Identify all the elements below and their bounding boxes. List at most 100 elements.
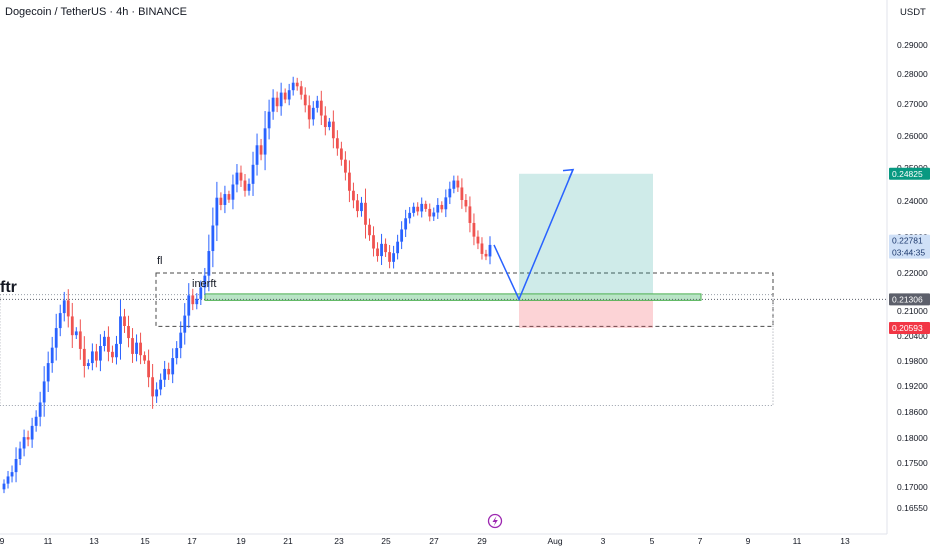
event-marker[interactable] — [487, 513, 503, 529]
candle[interactable] — [231, 184, 235, 200]
candle[interactable] — [147, 360, 150, 378]
candle[interactable] — [82, 348, 86, 366]
candle[interactable] — [436, 204, 440, 213]
candle[interactable] — [111, 351, 114, 358]
candle[interactable] — [131, 338, 134, 354]
candle[interactable] — [34, 416, 38, 426]
candle[interactable] — [315, 100, 319, 108]
candle[interactable] — [199, 287, 203, 299]
candle[interactable] — [255, 145, 259, 165]
candle[interactable] — [62, 300, 66, 314]
candle[interactable] — [155, 389, 159, 397]
candle[interactable] — [376, 248, 379, 257]
candle[interactable] — [279, 92, 283, 107]
candle[interactable] — [139, 342, 142, 356]
candle[interactable] — [243, 180, 247, 191]
candle[interactable] — [78, 331, 82, 349]
candle[interactable] — [207, 251, 211, 276]
candle[interactable] — [428, 208, 432, 217]
stop-zone[interactable] — [519, 299, 653, 328]
candle[interactable] — [472, 222, 476, 237]
imbalance-strip[interactable] — [204, 293, 702, 301]
candle[interactable] — [123, 316, 126, 326]
candle[interactable] — [323, 115, 327, 128]
candle[interactable] — [283, 92, 287, 100]
candle[interactable] — [468, 206, 472, 223]
candle[interactable] — [400, 229, 404, 242]
annotation-ftr[interactable]: ftr — [0, 279, 17, 296]
candle[interactable] — [26, 437, 30, 440]
candle[interactable] — [460, 187, 464, 201]
candle[interactable] — [219, 197, 223, 205]
candle[interactable] — [2, 483, 6, 490]
candle[interactable] — [107, 336, 110, 352]
candle[interactable] — [396, 241, 400, 254]
candle[interactable] — [14, 459, 18, 473]
candle[interactable] — [456, 180, 460, 188]
candle[interactable] — [74, 331, 78, 336]
candle[interactable] — [424, 203, 428, 209]
candle[interactable] — [179, 332, 183, 349]
candle[interactable] — [416, 206, 420, 212]
candle[interactable] — [135, 342, 138, 354]
candle[interactable] — [183, 315, 187, 333]
candle[interactable] — [360, 202, 363, 212]
projection-path[interactable] — [493, 169, 574, 302]
candle[interactable] — [195, 298, 199, 305]
candle[interactable] — [171, 358, 175, 375]
candle[interactable] — [339, 148, 343, 160]
candle[interactable] — [335, 138, 339, 149]
candle[interactable] — [98, 346, 102, 361]
candle[interactable] — [384, 243, 387, 253]
candle[interactable] — [259, 145, 263, 155]
candle[interactable] — [94, 351, 98, 361]
candle[interactable] — [404, 218, 408, 230]
candle[interactable] — [480, 243, 484, 254]
candle[interactable] — [203, 275, 207, 288]
candle[interactable] — [319, 100, 323, 116]
candle[interactable] — [287, 90, 291, 100]
candle[interactable] — [444, 197, 448, 210]
candle[interactable] — [86, 363, 90, 366]
candle[interactable] — [307, 105, 311, 120]
candle[interactable] — [46, 363, 50, 382]
candle[interactable] — [6, 476, 10, 484]
candle[interactable] — [10, 472, 14, 477]
candle[interactable] — [352, 190, 355, 201]
candle[interactable] — [368, 224, 371, 236]
candle[interactable] — [291, 82, 295, 91]
candle[interactable] — [303, 94, 307, 106]
candle[interactable] — [187, 295, 191, 316]
candle[interactable] — [175, 348, 179, 359]
candle[interactable] — [167, 368, 171, 375]
candle[interactable] — [311, 107, 315, 120]
candle[interactable] — [267, 111, 271, 129]
candle[interactable] — [344, 159, 347, 173]
candle[interactable] — [348, 172, 351, 191]
candle[interactable] — [30, 425, 34, 440]
candle[interactable] — [151, 377, 155, 397]
candle[interactable] — [90, 351, 94, 364]
candle[interactable] — [388, 252, 391, 262]
candle[interactable] — [448, 188, 452, 198]
candle[interactable] — [66, 300, 70, 317]
candle[interactable] — [420, 203, 424, 212]
candle[interactable] — [408, 212, 412, 219]
candle[interactable] — [356, 200, 359, 212]
candle[interactable] — [70, 316, 74, 336]
candle[interactable] — [54, 328, 58, 348]
candle[interactable] — [235, 172, 239, 185]
candle[interactable] — [211, 225, 215, 252]
candle[interactable] — [42, 381, 46, 403]
outer-range-box[interactable] — [0, 294, 774, 406]
candle[interactable] — [223, 194, 227, 205]
candle[interactable] — [50, 347, 54, 364]
candle[interactable] — [392, 253, 396, 262]
candle[interactable] — [159, 379, 163, 390]
candle[interactable] — [464, 200, 468, 207]
demand-zone-box[interactable] — [155, 272, 774, 327]
candle[interactable] — [115, 343, 118, 358]
candle[interactable] — [18, 448, 22, 460]
